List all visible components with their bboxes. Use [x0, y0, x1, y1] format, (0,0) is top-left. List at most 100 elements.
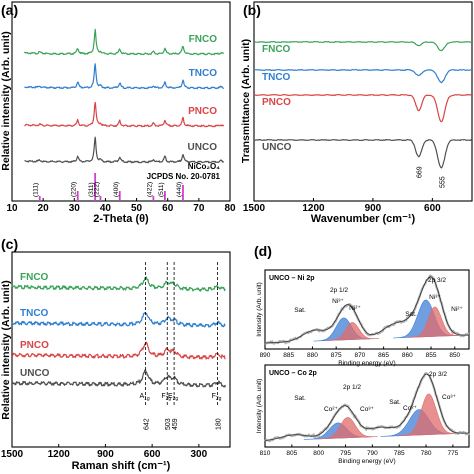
xps-ni-x-tick-label: 865 — [378, 352, 389, 359]
raman-y-axis-title: Relative intensity (Arb. unit) — [0, 280, 12, 419]
ftir-x-tick-label: 1200 — [302, 203, 325, 214]
xps-co-component-peak — [317, 417, 378, 440]
ftir-series-line — [254, 94, 472, 123]
xps-co-x-tick-label: 785 — [394, 450, 405, 457]
xps-co-peak-label: Co²⁺ — [403, 405, 417, 412]
raman-chart: 1500 1200 900 600 300 Raman shift (cm⁻¹) Relat… — [0, 251, 231, 472]
xps-co-x-tick-label: 805 — [286, 450, 297, 457]
ftir-series-label: TNCO — [262, 72, 291, 83]
raman-series-label: UNCO — [20, 368, 50, 379]
raman-mode-symbol: F2g — [161, 393, 171, 402]
xrd-x-axis-title: 2-Theta (θ) — [93, 213, 149, 225]
xps-ni-peak-label: 2p 3/2 — [428, 277, 446, 284]
xrd-hkl-label: (111) — [33, 183, 40, 197]
xps-ni-component-peak — [325, 322, 379, 341]
ftir-chart: 1500 1200 900 600 Wavenumber (cm⁻¹) Transmitt… — [240, 1, 473, 225]
ftir-x-axis-title: Wavenumber (cm⁻¹) — [311, 213, 416, 225]
ftir-y-axis-title: Transmittance (Arb. unit) — [240, 39, 252, 163]
xps-ni-peak-label: 2p 1/2 — [330, 287, 348, 294]
xrd-series-line — [23, 28, 225, 56]
raman-x-tick-label: 300 — [191, 449, 208, 460]
xrd-x-tick-label: 20 — [38, 203, 50, 214]
xps-co-x-tick-label: 775 — [447, 450, 458, 457]
xps-co-x-axis-title: Binding energy (eV) — [338, 458, 395, 465]
xps-ni-x-tick-label: 885 — [283, 352, 294, 359]
raman-frame — [11, 251, 231, 448]
raman-mode-symbol: F2g — [212, 393, 222, 402]
xps-ni-y-axis-title: Intensity (Arb. unit) — [256, 282, 263, 337]
xrd-series-label: UNCO — [188, 142, 218, 153]
xps-ni-peak-label: Ni²⁺ — [451, 306, 463, 313]
xps-ni-peak-label: Sat. — [405, 311, 417, 318]
xps-ni-peak-label: Ni³⁺ — [332, 298, 344, 305]
raman-mode-value: 180 — [216, 418, 223, 430]
xrd-frame — [11, 1, 231, 202]
xps-ni-x-tick-label: 850 — [449, 352, 460, 359]
xrd-chart: 10 20 30 40 50 60 70 80 2-Theta (θ) Relative inte… — [0, 1, 236, 225]
raman-mode-value: 642 — [144, 418, 151, 430]
raman-x-tick-label: 1200 — [48, 449, 71, 460]
xps-co-peak-label: Sat. — [389, 399, 401, 406]
xrd-series-line — [24, 136, 225, 164]
xps-ni-peak-label: Ni²⁺ — [349, 305, 361, 312]
raman-mode-value: 503 — [165, 418, 172, 430]
xps-ni-peak-label: Sat. — [294, 307, 306, 314]
ftir-frame — [253, 1, 473, 202]
xrd-hkl-label: (440) — [176, 182, 183, 197]
xrd-hkl-label: (511) — [158, 182, 165, 197]
xrd-x-tick-label: 40 — [100, 203, 112, 214]
xps-ni-title: UNCO – Ni 2p — [269, 275, 315, 282]
xrd-x-tick-label: 60 — [162, 203, 174, 214]
xps-ni-frame — [264, 269, 470, 350]
xps-co-x-tick-label: 795 — [340, 450, 351, 457]
xps-ni-x-axis-title: Binding energy (eV) — [338, 360, 395, 367]
xps-co-peak-label: Co³⁺ — [360, 406, 374, 413]
ftir-series-line — [253, 41, 473, 52]
raman-series-line — [11, 312, 226, 328]
xrd-series-label: PNCO — [188, 106, 217, 117]
raman-series-label: FNCO — [20, 272, 49, 283]
xps-ni-x-tick-label: 855 — [426, 352, 437, 359]
ftir-series-label: UNCO — [262, 142, 292, 153]
xrd-x-tick-label: 10 — [6, 203, 18, 214]
xps-ni-x-tick-label: 890 — [260, 352, 271, 359]
xrd-reference-name: NiCo₂O₄ — [188, 162, 220, 171]
ftir-peak-annotation: 555 — [439, 176, 446, 188]
ftir-x-tick-label: 1500 — [243, 203, 266, 214]
xps-co-x-tick-label: 790 — [367, 450, 378, 457]
raman-series-label: TNCO — [20, 308, 49, 319]
xrd-x-tick-label: 70 — [193, 203, 205, 214]
ftir-series-line — [253, 69, 473, 84]
xrd-series-label: TNCO — [189, 68, 218, 79]
xrd-x-tick-label: 30 — [69, 203, 81, 214]
panel-label-d: (d) — [254, 243, 272, 259]
xps-co-peak-label: 2p 3/2 — [429, 371, 447, 378]
ftir-x-tick-label: 900 — [365, 203, 382, 214]
raman-series-line — [11, 369, 226, 388]
panel-label-a: (a) — [1, 2, 18, 18]
xps-ni-x-tick-label: 870 — [354, 352, 365, 359]
ftir-x-tick-label: 600 — [424, 203, 441, 214]
xps-co-component-peak — [398, 393, 459, 437]
xps-ni-x-tick-label: 860 — [402, 352, 413, 359]
xps-ni-peak-label: Ni³⁺ — [429, 294, 441, 301]
xrd-reference-card: JCPDS No. 20-0781 — [147, 172, 221, 181]
ftir-series-label: FNCO — [262, 44, 291, 55]
xrd-hkl-label: (220) — [71, 182, 78, 197]
xps-ni-envelope — [265, 276, 469, 344]
xrd-hkl-label: (400) — [113, 182, 120, 197]
raman-mode-value: 459 — [172, 418, 179, 430]
panel-label-b: (b) — [243, 2, 261, 18]
xrd-series-line — [24, 63, 225, 90]
xps-ni-x-tick-label: 880 — [307, 352, 318, 359]
xps-ni-chart: 890 885 880 875 870 865 860 855 850 Binding energ… — [256, 269, 470, 367]
panel-label-c: (c) — [1, 236, 18, 252]
xrd-x-tick-label: 50 — [131, 203, 143, 214]
xps-co-frame — [264, 364, 470, 448]
xrd-hkl-label: (311) — [88, 182, 95, 197]
raman-series-line — [11, 276, 226, 292]
xps-co-peak-label: Co³⁺ — [442, 394, 456, 401]
raman-x-axis-title: Raman shift (cm⁻¹) — [72, 460, 171, 472]
raman-x-tick-label: 600 — [144, 449, 161, 460]
